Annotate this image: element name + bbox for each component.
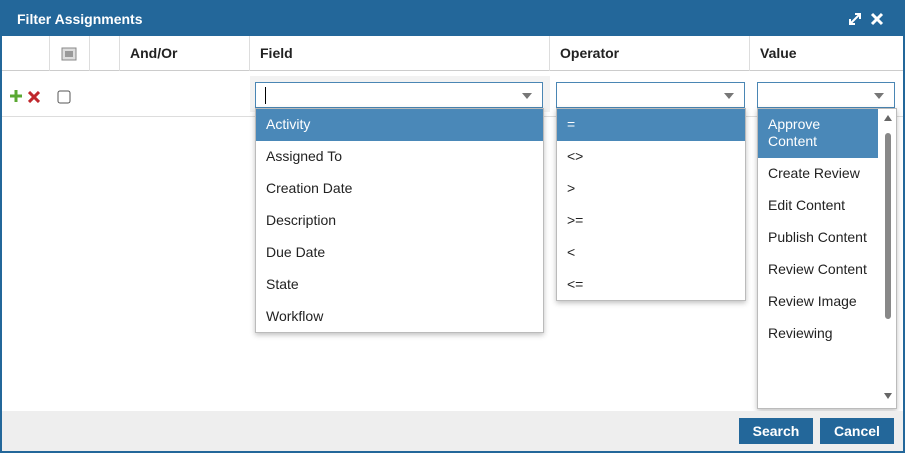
operator-option[interactable]: < bbox=[567, 244, 576, 260]
value-option[interactable]: Approve Content bbox=[758, 109, 878, 158]
close-icon[interactable] bbox=[870, 12, 884, 26]
operator-option[interactable]: >= bbox=[567, 212, 584, 228]
header-cell: Field bbox=[250, 36, 550, 71]
header-cell bbox=[2, 36, 50, 71]
operator-option[interactable]: <> bbox=[567, 148, 584, 164]
remove-icon[interactable] bbox=[28, 91, 40, 103]
field-dropdown: Activity Assigned To Creation Date Descript… bbox=[255, 108, 544, 333]
operator-option[interactable]: <= bbox=[567, 276, 584, 292]
header-cell bbox=[50, 36, 90, 71]
cancel-button[interactable]: Cancel bbox=[820, 418, 894, 444]
title-bar: Filter Assignments bbox=[2, 2, 903, 36]
operator-select[interactable] bbox=[556, 82, 745, 108]
field-option[interactable]: Assigned To bbox=[266, 148, 343, 164]
dropdown-arrow bbox=[724, 93, 734, 99]
header-cell: And/Or bbox=[120, 36, 250, 71]
value-option[interactable]: Review Image bbox=[768, 293, 857, 309]
search-button[interactable]: Search bbox=[739, 418, 813, 444]
dropdown-arrow bbox=[874, 93, 884, 99]
operator-option[interactable]: = bbox=[557, 109, 745, 141]
value-items: Approve Content Create Review Edit Content… bbox=[758, 109, 878, 350]
value-select[interactable] bbox=[757, 82, 895, 108]
field-option[interactable]: Workflow bbox=[266, 308, 324, 324]
scrollbar[interactable] bbox=[880, 109, 896, 409]
header-cell bbox=[90, 36, 120, 71]
field-option[interactable]: State bbox=[266, 276, 299, 292]
value-option[interactable]: Create Review bbox=[768, 165, 860, 181]
operator-option[interactable]: > bbox=[567, 180, 576, 196]
value-option[interactable]: Edit Content bbox=[768, 197, 846, 213]
field-select[interactable] bbox=[255, 82, 543, 108]
value-dropdown: Approve Content Create Review Edit Content… bbox=[757, 108, 897, 409]
dropdown-arrow bbox=[522, 93, 532, 99]
header-cell: Operator bbox=[550, 36, 750, 71]
select-all-icon[interactable] bbox=[61, 47, 77, 61]
value-option[interactable]: Reviewing bbox=[768, 325, 833, 341]
field-option[interactable]: Creation Date bbox=[266, 180, 353, 196]
add-icon[interactable] bbox=[10, 90, 22, 102]
text-cursor bbox=[265, 87, 266, 104]
filter-row bbox=[2, 71, 903, 117]
maximize-icon[interactable] bbox=[848, 12, 862, 26]
field-option[interactable]: Due Date bbox=[266, 244, 326, 260]
header-cell: Value bbox=[760, 45, 797, 61]
row-checkbox[interactable] bbox=[57, 90, 71, 104]
operator-dropdown: = <> > >= < <= bbox=[556, 108, 746, 301]
dialog-title: Filter Assignments bbox=[17, 11, 143, 27]
footer: Search Cancel bbox=[2, 411, 903, 451]
header-row: And/Or Field Operator Value bbox=[2, 36, 903, 71]
value-option[interactable]: Publish Content bbox=[768, 229, 867, 245]
field-option[interactable]: Activity bbox=[256, 109, 543, 141]
field-option[interactable]: Description bbox=[266, 212, 337, 228]
value-option[interactable]: Review Content bbox=[768, 261, 867, 277]
